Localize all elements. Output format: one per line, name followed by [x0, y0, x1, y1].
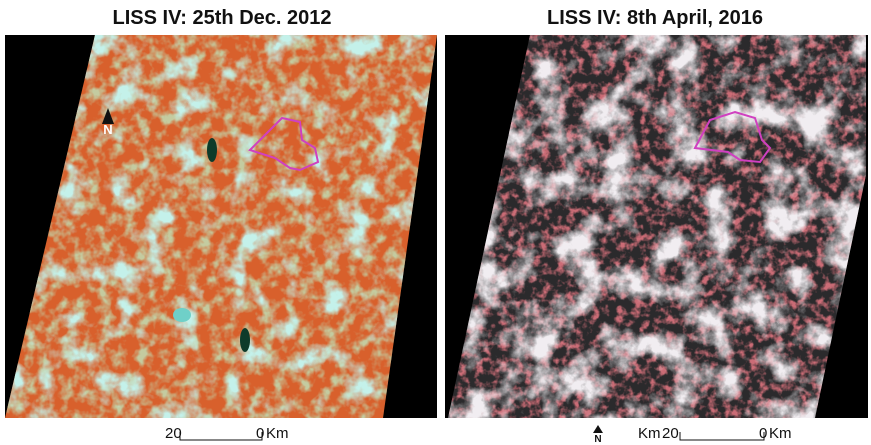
north-arrow: N [593, 425, 603, 445]
scale-bar [680, 432, 764, 440]
north-label: N [103, 122, 112, 137]
north-label: N [594, 434, 601, 445]
figure: LISS IV: 25th Dec. 2012 N LISS IV: 8th A… [0, 0, 871, 445]
panel-title: LISS IV: 8th April, 2016 [547, 7, 763, 29]
scale-label: 0 [256, 425, 264, 442]
scale-label: 20 [662, 425, 679, 442]
scale-label: 20 [165, 425, 182, 442]
scale-bar [180, 432, 262, 440]
scale-unit: Km [266, 425, 289, 442]
scale-unit: Km [638, 425, 661, 442]
scale-unit: Km [769, 425, 792, 442]
figure-svg: LISS IV: 25th Dec. 2012 N LISS IV: 8th A… [0, 0, 871, 445]
scale-label: 0 [759, 425, 767, 442]
panel-title: LISS IV: 25th Dec. 2012 [113, 7, 332, 29]
